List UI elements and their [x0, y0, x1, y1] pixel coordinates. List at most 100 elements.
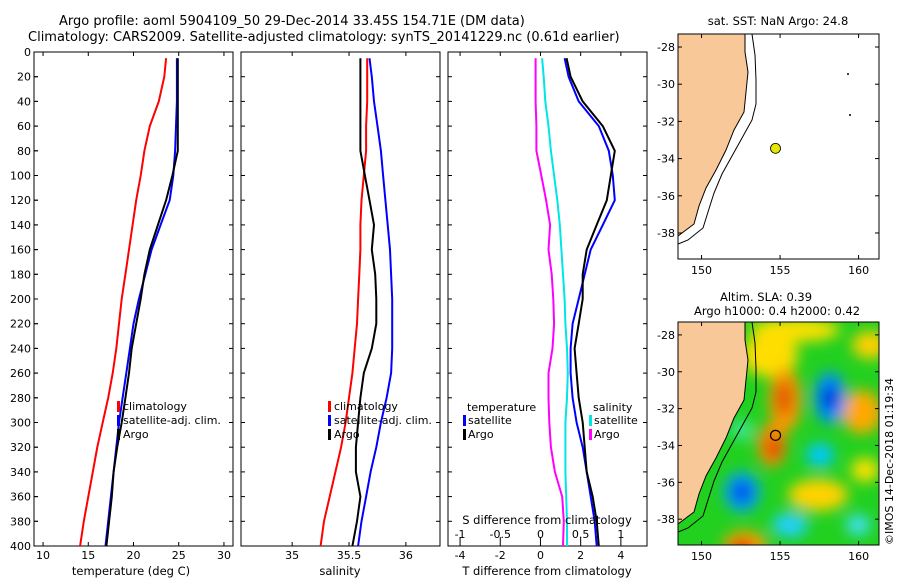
- lat-tick-label: -28: [657, 329, 675, 342]
- x-tick-label: 30: [217, 549, 231, 562]
- argo-position-marker: [770, 142, 781, 154]
- lat-tick-label: -36: [657, 190, 675, 203]
- sst-map-coastline: [678, 34, 749, 237]
- x-tick-label: 15: [81, 549, 95, 562]
- legend-swatch-climatology: [117, 401, 120, 412]
- sla-map-coastline: [678, 322, 749, 525]
- x2-tick-label: -1: [455, 528, 466, 541]
- legend-swatch-satellite: [328, 415, 331, 426]
- temperature-legend: climatology satellite-adj. clim. Argo: [117, 400, 221, 441]
- series-line-satellite-adj-clim: [357, 58, 394, 547]
- title-line-2: Climatology: CARS2009. Satellite-adjuste…: [28, 30, 620, 45]
- lat-tick-label: -28: [657, 41, 675, 54]
- lat-tick-label: -36: [657, 476, 675, 489]
- depth-tick-label: 240: [10, 342, 31, 355]
- depth-tick-label: 80: [17, 145, 31, 158]
- x-tick-label: -4: [455, 549, 466, 562]
- sla-map-isobath: [678, 322, 757, 533]
- depth-tick-label: 220: [10, 318, 31, 331]
- temperature-plot-frame: [33, 51, 234, 547]
- x-tick-label: 4: [617, 549, 624, 562]
- lat-tick-label: -30: [657, 78, 675, 91]
- depth-tick-label: 120: [10, 194, 31, 207]
- legend-swatch-argo: [117, 429, 120, 440]
- depth-tick-label: 320: [10, 441, 31, 454]
- series-line-climatology: [319, 58, 369, 547]
- depth-tick-label: 100: [10, 170, 31, 183]
- sla-map-title-1: Altim. SLA: 0.39: [720, 290, 812, 304]
- title-line-1: Argo profile: aoml 5904109_50 29-Dec-201…: [59, 14, 525, 29]
- difference-panel: -4 -2 0 2 4 -1 -0.5 0 0.5 1: [447, 51, 648, 562]
- depth-tick-label: 300: [10, 417, 31, 430]
- x2-tick-label: 1: [617, 528, 624, 541]
- depth-tick-label: 60: [17, 120, 31, 133]
- lat-tick-label: -38: [657, 227, 675, 240]
- legend-label-t-satellite: satellite: [468, 414, 512, 427]
- depth-tick-label: 360: [10, 491, 31, 504]
- x-tick-label: 25: [172, 549, 186, 562]
- series-line-temperature-argo: [565, 57, 616, 547]
- depth-tick-label: 200: [10, 293, 31, 306]
- series-line-argo: [105, 58, 179, 547]
- lat-tick-label: -32: [657, 403, 675, 416]
- series-line-salinity-satellite: [541, 58, 569, 546]
- legend-swatch-t-argo: [463, 429, 466, 440]
- depth-tick-label: 140: [10, 219, 31, 232]
- depth-tick-label: 260: [10, 367, 31, 380]
- lat-tick-label: -30: [657, 366, 675, 379]
- legend-label-climatology: climatology: [334, 400, 398, 413]
- legend-swatch-satellite: [117, 415, 120, 426]
- depth-tick-label: 340: [10, 466, 31, 479]
- x2-tick-label: 0.5: [572, 528, 590, 541]
- difference-legend: temperature satellite Argo salinity sate…: [463, 401, 638, 441]
- difference-plot-frame: [447, 51, 648, 547]
- lon-tick-label: 155: [770, 550, 791, 563]
- legend-label-satellite: satellite-adj. clim.: [334, 414, 432, 427]
- legend-label-argo: Argo: [334, 428, 360, 441]
- lon-tick-label: 150: [691, 264, 712, 277]
- salinity-legend: climatology satellite-adj. clim. Argo: [328, 400, 432, 441]
- sst-map-title: sat. SST: NaN Argo: 24.8: [708, 14, 849, 28]
- depth-tick-label: 400: [10, 540, 31, 553]
- lon-tick-label: 160: [848, 264, 869, 277]
- lat-tick-label: -34: [657, 153, 675, 166]
- x-tick-label: 36: [399, 549, 413, 562]
- lat-tick-label: -38: [657, 513, 675, 526]
- x2-tick-label: 0: [537, 528, 544, 541]
- series-line-salinity-argo: [534, 58, 565, 547]
- depth-axis: 0 20 40 60 80 100 120 140 160 180 200 220 240 260 280 3…: [10, 46, 38, 553]
- legend-swatch-s-satellite: [589, 415, 592, 426]
- sla-field: [678, 322, 879, 545]
- salinity-plot-frame: [240, 51, 441, 547]
- depth-tick-label: 380: [10, 515, 31, 528]
- legend-label-climatology: climatology: [123, 400, 187, 413]
- sla-map-frame: [677, 321, 880, 546]
- depth-tick-label: 280: [10, 392, 31, 405]
- legend-label-argo: Argo: [123, 428, 149, 441]
- lon-tick-label: 160: [848, 550, 869, 563]
- legend-label-s-argo: Argo: [594, 428, 620, 441]
- x-tick-label: 0: [537, 549, 544, 562]
- legend-label-t-argo: Argo: [468, 428, 494, 441]
- legend-heading-salinity: salinity: [593, 401, 633, 414]
- x-tick-label: 20: [127, 549, 141, 562]
- x-tick-label: 2: [577, 549, 584, 562]
- legend-label-satellite: satellite-adj. clim.: [123, 414, 221, 427]
- imos-credit: ©IMOS 14-Dec-2018 01:19:34: [883, 378, 896, 545]
- sla-map-title-2: Argo h1000: 0.4 h2000: 0.42: [694, 304, 860, 318]
- lon-tick-label: 150: [691, 550, 712, 563]
- series-line-argo: [351, 58, 378, 547]
- salinity-axis-label: salinity: [319, 564, 360, 578]
- sst-map: 150 155 160 -28 -30 -32 -34 -36 -38: [657, 33, 880, 277]
- sst-map-isobath: [678, 34, 757, 245]
- sst-map-frame: [677, 33, 880, 260]
- depth-tick-label: 180: [10, 268, 31, 281]
- legend-label-s-satellite: satellite: [594, 414, 638, 427]
- sla-map: 150 155 160 -28 -30 -32 -34 -36 -38: [657, 321, 880, 563]
- legend-swatch-s-argo: [589, 429, 592, 440]
- depth-tick-label: 20: [17, 71, 31, 84]
- lat-tick-label: -32: [657, 115, 675, 128]
- lon-tick-label: 155: [770, 264, 791, 277]
- legend-swatch-t-satellite: [463, 415, 466, 426]
